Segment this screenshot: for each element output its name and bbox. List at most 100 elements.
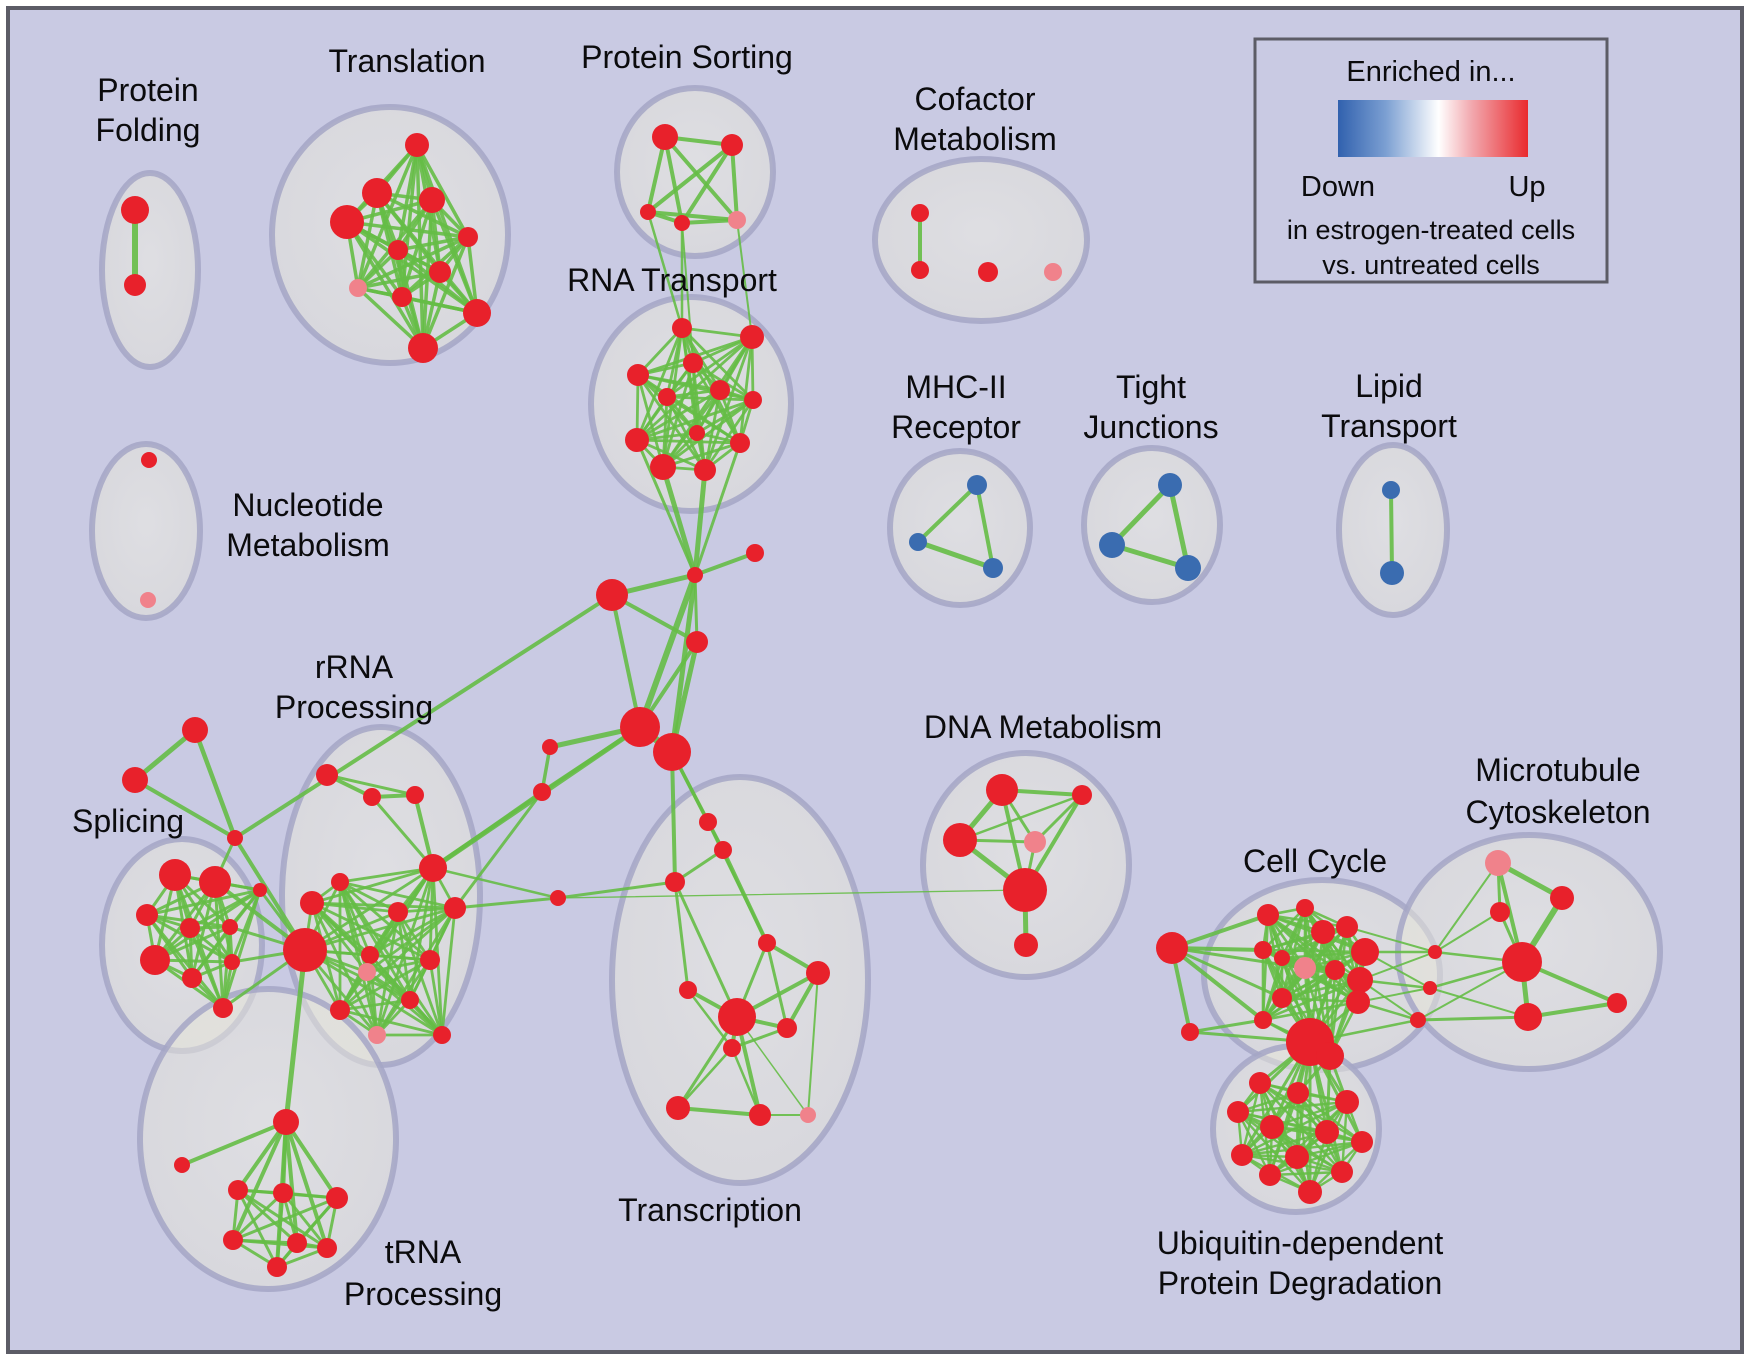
- edge-ub10-ub11: [1268, 1170, 1344, 1177]
- translation-label: Translation: [328, 43, 485, 79]
- edge-rt2-rt10: [738, 335, 754, 445]
- network-node-cf2: [911, 261, 929, 279]
- edge-cc10-cc11: [1280, 978, 1362, 1000]
- network-node-sp3: [136, 904, 158, 926]
- edge-rr8-rr16: [303, 906, 457, 952]
- network-node-rt11: [650, 454, 676, 480]
- edge-rr4-rr5: [338, 866, 435, 884]
- network-node-rt1: [672, 318, 692, 338]
- edge-dm2-dm4: [1033, 793, 1084, 844]
- edge-tn3-tn4: [231, 1196, 339, 1242]
- edge-rt7-rt9: [635, 398, 755, 442]
- network-node-tn5: [287, 1233, 307, 1253]
- network-node-tn1: [228, 1180, 248, 1200]
- network-node-ub5: [1260, 1115, 1284, 1139]
- network-node-tl2: [362, 178, 392, 208]
- network-node-mt5: [1514, 1003, 1542, 1031]
- edge-ps3-rt1: [646, 210, 684, 330]
- network-node-dm2: [1072, 785, 1092, 805]
- edge-cx1-tx3: [556, 880, 677, 900]
- legend-caption-line-1: in estrogen-treated cells: [1287, 215, 1575, 245]
- network-node-cc4: [1274, 950, 1290, 966]
- edge-cc_out-cc1: [1170, 913, 1270, 950]
- edge-rr5-rr8: [338, 880, 457, 910]
- network-node-tx2: [714, 841, 732, 859]
- microtubule-cytoskeleton-label: Microtubule Cytoskeleton: [1466, 752, 1651, 830]
- network-node-tl7: [429, 261, 451, 283]
- network-node-tx5: [806, 961, 830, 985]
- network-node-mh3: [983, 558, 1003, 578]
- cofactor-metabolism-ellipse: [872, 156, 1090, 324]
- dna-metabolism-label: DNA Metabolism: [924, 709, 1162, 745]
- edge-jx3-jx4: [610, 593, 699, 644]
- edge-sp1-sp9: [173, 873, 234, 964]
- network-node-rt3: [683, 353, 703, 373]
- network-node-dm3: [943, 823, 977, 857]
- edge-rt1-rt7: [680, 326, 755, 402]
- network-node-tj1: [1158, 473, 1182, 497]
- network-node-mh1: [967, 475, 987, 495]
- network-node-spt1: [182, 717, 208, 743]
- network-node-rr6: [300, 891, 324, 915]
- network-node-cc5: [1294, 957, 1316, 979]
- network-node-hp2: [653, 733, 691, 771]
- network-node-rt7: [744, 391, 762, 409]
- trna-processing-ellipse: [137, 986, 399, 1292]
- edge-ub6-ub8: [1240, 1130, 1329, 1157]
- network-node-ub11: [1331, 1161, 1353, 1183]
- network-node-tx4: [758, 934, 776, 952]
- network-node-tn_lone: [174, 1157, 190, 1173]
- network-node-rt2: [740, 325, 764, 349]
- edge-mh2-mh3: [915, 539, 996, 571]
- edge-mt5-mt6: [1526, 1001, 1619, 1019]
- network-node-rr1: [316, 764, 338, 786]
- edge-rr10-rr15: [428, 958, 444, 1037]
- network-node-cc2: [1296, 899, 1314, 917]
- network-node-rt4: [627, 364, 649, 386]
- network-node-tx11: [749, 1104, 771, 1126]
- edge-tx10-tx11: [676, 1106, 762, 1117]
- network-node-mt3: [1490, 902, 1510, 922]
- network-node-ccx3: [1410, 1012, 1426, 1028]
- edge-rt10-jx1: [693, 441, 742, 577]
- lipid-transport-label: Lipid Transport: [1321, 368, 1457, 444]
- network-node-rr13: [330, 1000, 350, 1020]
- network-node-dm1: [986, 774, 1018, 806]
- protein-folding-label: Protein Folding: [96, 72, 201, 148]
- network-node-rr8: [444, 897, 466, 919]
- edge-ps1-ps4: [663, 135, 684, 225]
- network-node-rt12: [694, 459, 716, 481]
- edge-ccx1-cc10: [1359, 951, 1436, 981]
- network-node-tn3: [326, 1187, 348, 1209]
- network-node-cc8: [1351, 938, 1379, 966]
- edge-rt11-jx1: [660, 464, 698, 578]
- edge-cc4-cc12: [1261, 956, 1284, 1022]
- network-node-cc14: [1316, 1042, 1344, 1070]
- network-node-sp2: [199, 866, 231, 898]
- edge-rr2-rr4: [370, 795, 435, 870]
- edge-cc_low-cc12: [1188, 1018, 1265, 1034]
- network-node-tx7: [718, 998, 756, 1036]
- network-node-tl3: [419, 187, 445, 213]
- edge-ccx2-mt5: [1429, 987, 1529, 1018]
- edge-cc11-cc15: [1280, 996, 1360, 1004]
- edge-tl5-tl6: [396, 235, 470, 252]
- edge-hp1-jx3: [610, 593, 642, 729]
- edge-mh1-mh2: [916, 483, 979, 544]
- edge-tx3-tx7: [673, 880, 739, 1019]
- network-node-ccx1: [1428, 945, 1442, 959]
- network-node-rr10: [420, 950, 440, 970]
- edge-rr8-rr14: [375, 906, 457, 1037]
- network-node-rr9: [361, 946, 379, 964]
- network-node-tl9: [392, 287, 412, 307]
- network-node-cc1: [1257, 904, 1279, 926]
- edge-cc2-cc3: [1261, 906, 1307, 952]
- network-node-sp5: [222, 919, 238, 935]
- network-node-cc_low: [1181, 1023, 1199, 1041]
- network-node-ps3: [640, 204, 656, 220]
- edge-tn_hub-tn1: [236, 1120, 288, 1192]
- edge-rr6-rr11: [310, 901, 369, 974]
- network-node-ccx2: [1423, 981, 1437, 995]
- network-node-rt8: [689, 425, 705, 441]
